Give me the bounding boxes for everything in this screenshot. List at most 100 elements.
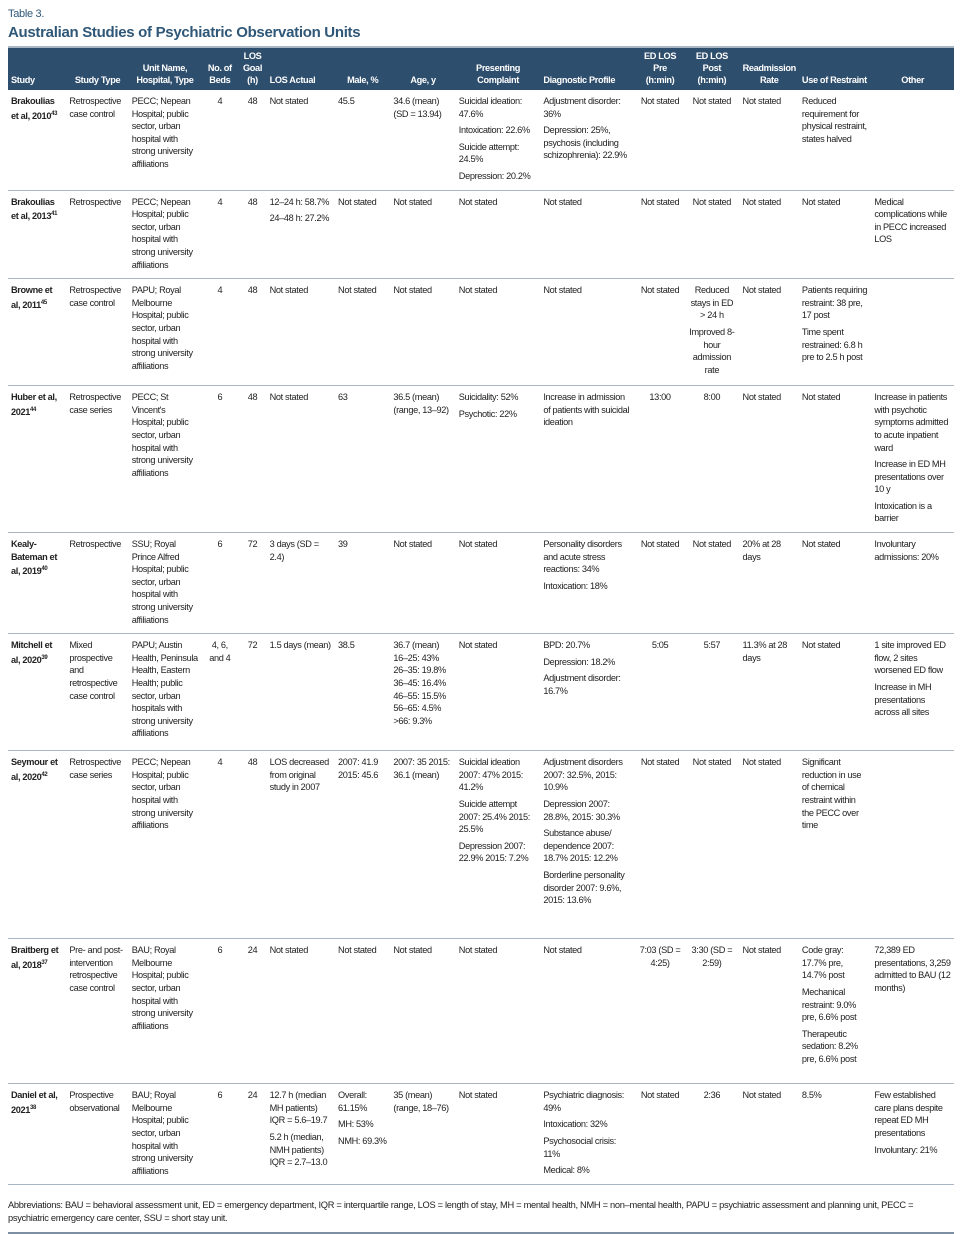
cell-paragraph: 1 site improved ED flow, 2 sites worsene… [874,640,946,676]
cell-paragraph: 48 [247,196,258,207]
cell-paragraph: Retrospective [69,196,121,207]
table-row: Brakoulias et al, 201341 Retrospective PEC… [8,190,954,280]
cell-paragraph: Not stated [692,96,732,106]
cell-paragraph: Not stated [801,392,841,403]
cell-diagnostic-profile: Not stated [540,190,636,280]
cell-male: 38.5 [335,633,391,752]
cell-paragraph: Pre- and post-intervention retrospective… [69,945,123,993]
cell-study-type: Retrospective case series [66,750,129,940]
cell-ed-los-post-h-min: 3:30 (SD = 2:59) [684,938,740,1085]
cell-ed-los-pre-h-min: 5:05 [635,633,685,752]
column-header: LOS Goal (h) [238,46,267,90]
cell-male: 63 [335,385,391,534]
cell-paragraph: Not stated [640,285,680,296]
cell-male: Not stated [335,938,391,1085]
cell-los-goal-h: 72 [238,532,267,635]
cell-study-type: Prospective observational [66,1083,129,1186]
cell-paragraph: 3:30 (SD = 2:59) [691,945,733,968]
cell-paragraph: Psychosocial crisis: 11% [543,1136,616,1159]
cell-ed-los-post-h-min: 5:57 [684,633,740,752]
cell-paragraph: Not stated [692,196,732,207]
column-header: Presenting Complaint [455,46,541,90]
cell-paragraph: Retrospective case series [69,757,121,780]
cell-use-of-restraint: Not stated [798,385,872,534]
cell-no-of-beds: 6 [201,532,239,635]
cell-paragraph: Code gray: 17.7% pre, 14.7% post [801,945,845,981]
study-cell: Mitchell et al, 202039 [8,633,67,752]
cell-presenting-complaint: Not stated [455,938,541,1085]
cell-paragraph: Not stated [801,196,841,207]
cell-paragraph: 6 [217,392,223,403]
cell-los-actual: 12.7 h (median MH patients) IQR = 5.6–19… [266,1083,336,1186]
cell-diagnostic-profile: BPD: 20.7% Depression: 18.2% Adjustment di… [540,633,636,752]
study-cell: Brakoulias et al, 201043 [8,90,67,191]
cell-paragraph: 48 [247,96,258,106]
cell-paragraph: BAU; Royal Melbourne Hospital; public se… [131,1090,193,1176]
cell-paragraph: Intoxication is a barrier [874,500,932,524]
cell-paragraph: Depression 2007: 22.9% 2015: 7.2% [458,840,529,864]
cell-study-type: Pre- and post-intervention retrospective… [66,938,129,1085]
cell-paragraph: Not stated [338,285,377,296]
column-header: Age, y [390,46,456,90]
cell-paragraph: 7:03 (SD = 4:25) [639,945,681,968]
cell-unit-name-hospital-type: PECC; Nepean Hospital; public sector, ur… [128,190,202,280]
column-header: Male, % [335,46,391,90]
study-cell: Kealy-Bateman et al, 201940 [8,532,67,635]
cell-paragraph: Not stated [393,945,432,956]
cell-no-of-beds: 6 [201,938,239,1085]
cell-paragraph: Depression 2007: 28.8%, 2015: 30.3% [543,799,620,822]
cell-paragraph: 24–48 h: 27.2% [269,213,330,224]
cell-study-type: Retrospective [66,190,129,280]
cell-paragraph: PECC; St Vincent's Hospital; public sect… [131,392,193,478]
cell-ed-los-pre-h-min: Not stated [635,190,685,280]
cell-unit-name-hospital-type: PAPU; Austin Health, Peninsula Health, E… [128,633,202,752]
table-row: Brakoulias et al, 201043 Retrospective ca… [8,90,954,191]
cell-use-of-restraint: 8.5% [798,1083,872,1186]
column-header: ED LOS Post (h:min) [684,46,740,90]
cell-other: Involuntary admissions: 20% [871,532,954,635]
studies-table: Study Study Type Unit Name, Hospital, Type… [8,46,954,1186]
table-row: Daniel et al, 202138 Prospective observat… [8,1083,954,1186]
cell-paragraph: Not stated [393,285,432,296]
cell-paragraph: Significant reduction in use of chemical… [801,757,862,831]
cell-los-actual: LOS decreased from original study in 200… [266,750,336,940]
cell-los-actual: 12–24 h: 58.7% 24–48 h: 27.2% [266,190,336,280]
cell-presenting-complaint: Not stated [455,278,541,387]
cell-unit-name-hospital-type: BAU; Royal Melbourne Hospital; public se… [128,938,202,1085]
table-row: Braitberg et al, 201837 Pre- and post-int… [8,938,954,1085]
cell-paragraph: Medical complications while in PECC incr… [874,196,947,245]
cell-diagnostic-profile: Psychiatric diagnosis: 49% Intoxication: … [540,1083,636,1186]
study-cell: Daniel et al, 202138 [8,1083,67,1186]
cell-ed-los-post-h-min: Not stated [684,532,740,635]
cell-paragraph: Increase in MH presentations across all … [874,682,932,718]
cell-male: Not stated [335,278,391,387]
column-header: LOS Actual [266,46,336,90]
table-label: Table 3. [8,8,45,20]
study-name: Huber et al, 2021 [11,392,57,417]
cell-paragraph: Adjustment disorder: 16.7% [543,673,621,696]
cell-paragraph: Not stated [458,945,498,956]
cell-paragraph: Suicidality: 52% [458,392,519,403]
cell-paragraph: 36.7 (mean) 16–25: 43% 26–35: 19.8% 36–4… [393,640,446,726]
cell-age-y: Not stated [390,532,456,635]
cell-age-y: 2007: 35 2015: 36.1 (mean) [390,750,456,940]
study-name: Mitchell et al, 2020 [11,640,53,665]
cell-use-of-restraint: Code gray: 17.7% pre, 14.7% post Mechanic… [798,938,872,1085]
cell-study-type: Retrospective [66,532,129,635]
cell-paragraph: 39 [338,539,348,550]
cell-paragraph: Not stated [742,196,782,207]
cell-use-of-restraint: Not stated [798,633,872,752]
cell-male: 2007: 41.9 2015: 45.6 [335,750,391,940]
cell-paragraph: PAPU; Austin Health, Peninsula Health, E… [131,640,198,739]
cell-paragraph: 2:36 [703,1090,721,1101]
cell-paragraph: 11.3% at 28 days [742,640,788,663]
cell-paragraph: NMH: 69.3% [338,1136,387,1146]
cell-paragraph: Involuntary admissions: 20% [874,539,939,562]
cell-use-of-restraint: Significant reduction in use of chemical… [798,750,872,940]
cell-paragraph: 4 [217,96,223,106]
reference-number: 45 [40,299,47,306]
cell-paragraph: Personality disorders and acute stress r… [543,539,622,575]
cell-paragraph: 48 [247,757,258,768]
column-header: Study [8,46,67,90]
